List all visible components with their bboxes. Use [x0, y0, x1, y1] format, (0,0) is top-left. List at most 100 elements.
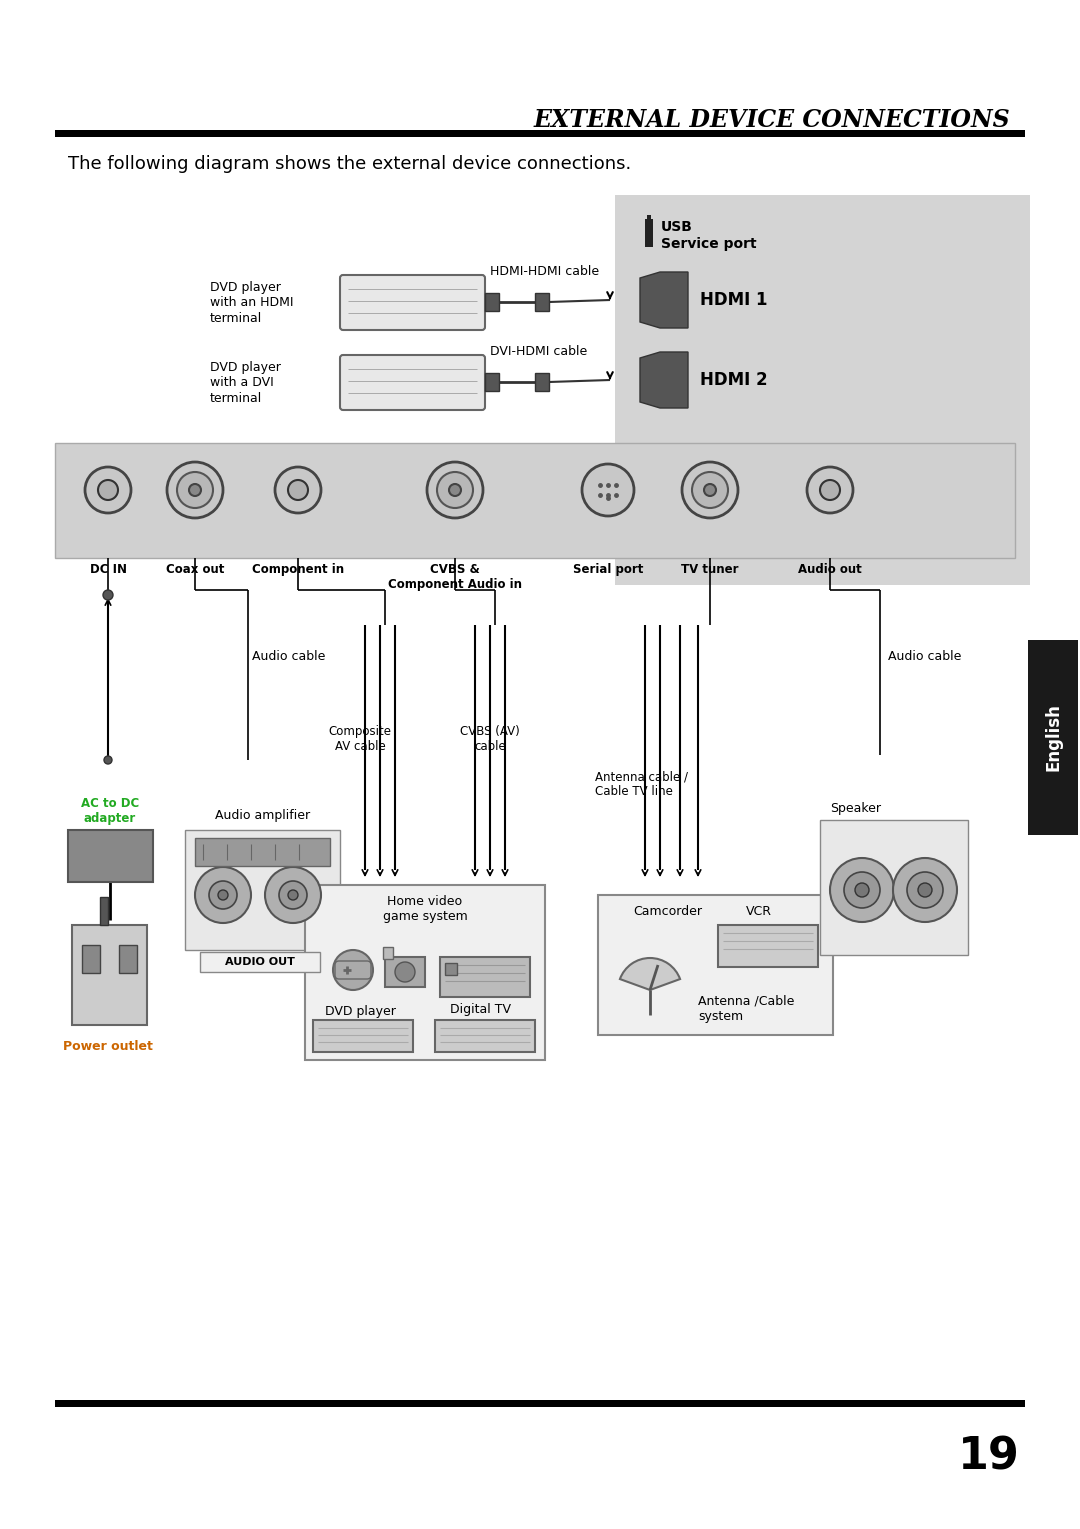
Bar	[68, 830, 153, 882]
Circle shape	[681, 462, 738, 518]
Text: HDMI-HDMI cable: HDMI-HDMI cable	[490, 265, 599, 278]
Bar	[535, 294, 549, 310]
Text: AUDIO OUT: AUDIO OUT	[225, 957, 295, 966]
Circle shape	[189, 485, 201, 495]
Text: EXTERNAL DEVICE CONNECTIONS: EXTERNAL DEVICE CONNECTIONS	[534, 109, 1010, 131]
Text: Digital TV
tuner: Digital TV tuner	[449, 1003, 511, 1031]
Circle shape	[843, 872, 880, 908]
Text: HDMI 1: HDMI 1	[700, 291, 768, 309]
Polygon shape	[640, 352, 688, 408]
Circle shape	[333, 950, 373, 989]
FancyBboxPatch shape	[340, 275, 485, 330]
Bar	[384, 957, 426, 988]
Text: CVBS &
Component Audio in: CVBS & Component Audio in	[388, 563, 522, 592]
Bar	[615, 196, 1030, 586]
Circle shape	[218, 890, 228, 901]
Bar	[55, 130, 1025, 138]
Bar	[100, 898, 108, 925]
Text: AC to DC
adapter: AC to DC adapter	[81, 797, 139, 826]
Bar	[485, 294, 499, 310]
Bar	[185, 830, 340, 950]
Circle shape	[288, 890, 298, 901]
Circle shape	[893, 858, 957, 922]
Text: Antenna cable /
Cable TV line: Antenna cable / Cable TV line	[595, 771, 688, 798]
Text: DVD player
with a DVI
terminal: DVD player with a DVI terminal	[210, 361, 281, 405]
Bar	[383, 946, 393, 959]
Circle shape	[98, 480, 118, 500]
Bar	[72, 925, 147, 1024]
Circle shape	[167, 462, 222, 518]
Circle shape	[195, 867, 251, 924]
Bar	[435, 1020, 535, 1052]
Bar	[119, 945, 137, 972]
Circle shape	[395, 962, 415, 982]
Text: Camcorder: Camcorder	[633, 905, 702, 917]
Text: DVD player: DVD player	[325, 1005, 395, 1018]
Text: DVD player
with an HDMI
terminal: DVD player with an HDMI terminal	[210, 280, 294, 326]
Circle shape	[449, 485, 461, 495]
Bar	[598, 894, 833, 1035]
Text: 19: 19	[958, 1436, 1020, 1479]
Polygon shape	[640, 272, 688, 329]
Circle shape	[807, 466, 853, 514]
Text: The following diagram shows the external device connections.: The following diagram shows the external…	[68, 154, 631, 173]
Bar	[195, 838, 330, 865]
Circle shape	[279, 881, 307, 910]
Wedge shape	[620, 959, 680, 989]
Circle shape	[820, 480, 840, 500]
Text: Audio amplifier: Audio amplifier	[215, 809, 310, 823]
Circle shape	[177, 472, 213, 508]
Circle shape	[704, 485, 716, 495]
Text: Audio out: Audio out	[798, 563, 862, 576]
Bar	[535, 373, 549, 391]
Bar	[820, 820, 968, 956]
Circle shape	[427, 462, 483, 518]
Circle shape	[85, 466, 131, 514]
Circle shape	[210, 881, 237, 910]
Text: English: English	[1044, 703, 1062, 772]
Text: Antenna /Cable
system: Antenna /Cable system	[698, 995, 795, 1023]
Circle shape	[907, 872, 943, 908]
Bar	[82, 945, 100, 972]
Text: USB
Service port: USB Service port	[661, 220, 757, 251]
Text: Composite
AV cable: Composite AV cable	[328, 725, 391, 752]
Bar	[200, 953, 320, 972]
Circle shape	[265, 867, 321, 924]
Text: Component in: Component in	[252, 563, 345, 576]
Bar	[1028, 641, 1078, 835]
Text: HDMI 2: HDMI 2	[700, 372, 768, 388]
Bar	[305, 885, 545, 1060]
Bar	[440, 957, 530, 997]
FancyBboxPatch shape	[340, 355, 485, 410]
Text: Audio cable: Audio cable	[252, 650, 325, 664]
Bar	[485, 373, 499, 391]
Text: Power outlet: Power outlet	[63, 1040, 153, 1053]
Text: CVBS (AV)
cable: CVBS (AV) cable	[460, 725, 519, 752]
Text: DC IN: DC IN	[90, 563, 126, 576]
FancyBboxPatch shape	[335, 962, 372, 979]
Circle shape	[918, 884, 932, 898]
Bar	[647, 216, 651, 222]
Bar	[718, 925, 818, 966]
Circle shape	[275, 466, 321, 514]
Circle shape	[692, 472, 728, 508]
Circle shape	[582, 463, 634, 515]
Text: DVI-HDMI cable: DVI-HDMI cable	[490, 346, 588, 358]
Text: VCR: VCR	[746, 905, 772, 917]
Text: Home video
game system: Home video game system	[382, 894, 468, 924]
Circle shape	[831, 858, 894, 922]
Circle shape	[104, 755, 112, 764]
Bar	[55, 443, 1015, 558]
Text: TV tuner: TV tuner	[681, 563, 739, 576]
Text: Serial port: Serial port	[572, 563, 644, 576]
Bar	[313, 1020, 413, 1052]
Circle shape	[288, 480, 308, 500]
Bar	[445, 963, 457, 976]
Bar	[55, 1401, 1025, 1407]
Text: Audio cable: Audio cable	[888, 650, 961, 664]
Circle shape	[437, 472, 473, 508]
Circle shape	[103, 590, 113, 599]
Circle shape	[855, 884, 869, 898]
Text: Speaker: Speaker	[831, 803, 881, 815]
Text: Coax out: Coax out	[166, 563, 225, 576]
